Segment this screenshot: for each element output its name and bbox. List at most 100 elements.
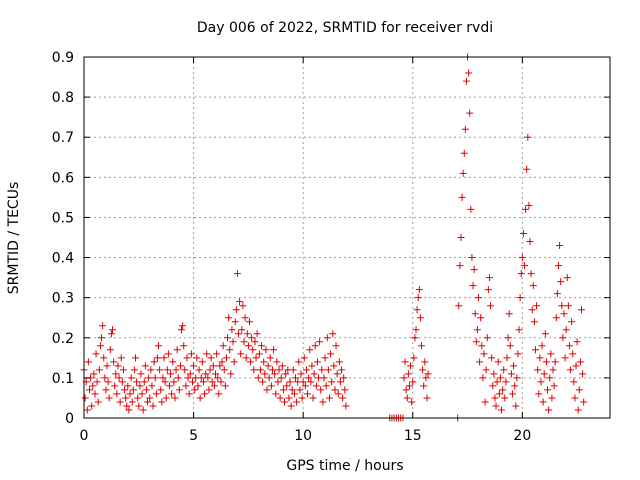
data-point (149, 402, 157, 410)
data-point (483, 334, 491, 342)
data-point (204, 374, 212, 382)
data-point (240, 338, 248, 346)
data-point (111, 382, 119, 390)
data-point (183, 354, 191, 362)
data-point (221, 382, 229, 390)
data-point (272, 390, 280, 398)
data-point (81, 394, 89, 402)
data-point (567, 366, 575, 374)
data-point (281, 398, 289, 406)
data-point (574, 406, 582, 414)
data-point (552, 314, 560, 322)
data-point (253, 330, 261, 338)
data-point (243, 330, 251, 338)
grid-lines (84, 57, 610, 418)
data-point (412, 326, 420, 334)
data-point (248, 334, 256, 342)
data-point (114, 362, 122, 370)
data-point (212, 370, 219, 378)
data-point (320, 374, 328, 382)
data-point (198, 358, 206, 366)
data-point (570, 378, 578, 386)
data-point (487, 302, 495, 310)
data-point (537, 378, 545, 386)
data-point (460, 149, 468, 157)
data-point (251, 338, 259, 346)
data-point (522, 205, 530, 213)
data-point (558, 302, 566, 310)
data-point (341, 386, 349, 394)
data-point (275, 366, 283, 374)
data-point (146, 394, 154, 402)
data-point (559, 334, 567, 342)
data-point (323, 334, 331, 342)
data-point (260, 358, 268, 366)
data-point (153, 354, 161, 362)
data-point (194, 382, 202, 390)
data-point (580, 398, 588, 406)
data-point (142, 386, 150, 394)
data-point (544, 386, 552, 394)
x-axis-label: GPS time / hours (286, 458, 403, 474)
data-point (287, 402, 295, 410)
data-point (191, 386, 199, 394)
data-point (302, 366, 310, 374)
data-point (85, 386, 93, 394)
data-point (152, 390, 160, 398)
data-point (135, 402, 143, 410)
data-point (401, 358, 409, 366)
data-point (527, 270, 535, 278)
data-point (578, 306, 586, 314)
data-point (492, 402, 500, 410)
data-point (340, 374, 348, 382)
data-point (300, 354, 308, 362)
data-point (495, 390, 503, 398)
data-point (424, 370, 432, 378)
y-tick-label: 0.4 (52, 251, 74, 267)
data-point (405, 382, 413, 390)
data-point (484, 286, 492, 294)
data-point (242, 354, 250, 362)
data-point (185, 390, 193, 398)
data-point (481, 398, 489, 406)
data-point (469, 282, 477, 290)
data-point (236, 298, 244, 306)
data-point (252, 354, 260, 362)
data-point (545, 406, 553, 414)
data-point (222, 354, 230, 362)
data-point (308, 362, 316, 370)
data-point (137, 370, 145, 378)
x-tick-label: 20 (513, 428, 531, 444)
data-point (255, 350, 263, 358)
data-point (421, 358, 429, 366)
data-point (316, 338, 324, 346)
data-point (523, 165, 531, 173)
data-point (186, 370, 194, 378)
data-point (129, 386, 137, 394)
data-point (336, 378, 344, 386)
data-point (145, 374, 153, 382)
data-point (254, 374, 262, 382)
data-point (181, 366, 189, 374)
data-point (258, 342, 266, 350)
data-point (563, 274, 571, 282)
data-point (250, 366, 258, 374)
data-point (195, 366, 203, 374)
data-point (546, 374, 554, 382)
data-point (339, 394, 347, 402)
data-point (196, 394, 204, 402)
data-point (136, 382, 144, 390)
data-point (125, 406, 133, 414)
data-point (213, 350, 221, 358)
data-point (155, 342, 163, 350)
data-point (456, 262, 464, 270)
data-point (98, 334, 106, 342)
x-tick-label: 15 (404, 428, 422, 444)
data-point (291, 374, 299, 382)
data-point (528, 306, 536, 314)
data-point (295, 358, 303, 366)
data-point (455, 302, 463, 310)
data-point (298, 394, 306, 402)
data-point (531, 346, 539, 354)
data-point (283, 382, 291, 390)
